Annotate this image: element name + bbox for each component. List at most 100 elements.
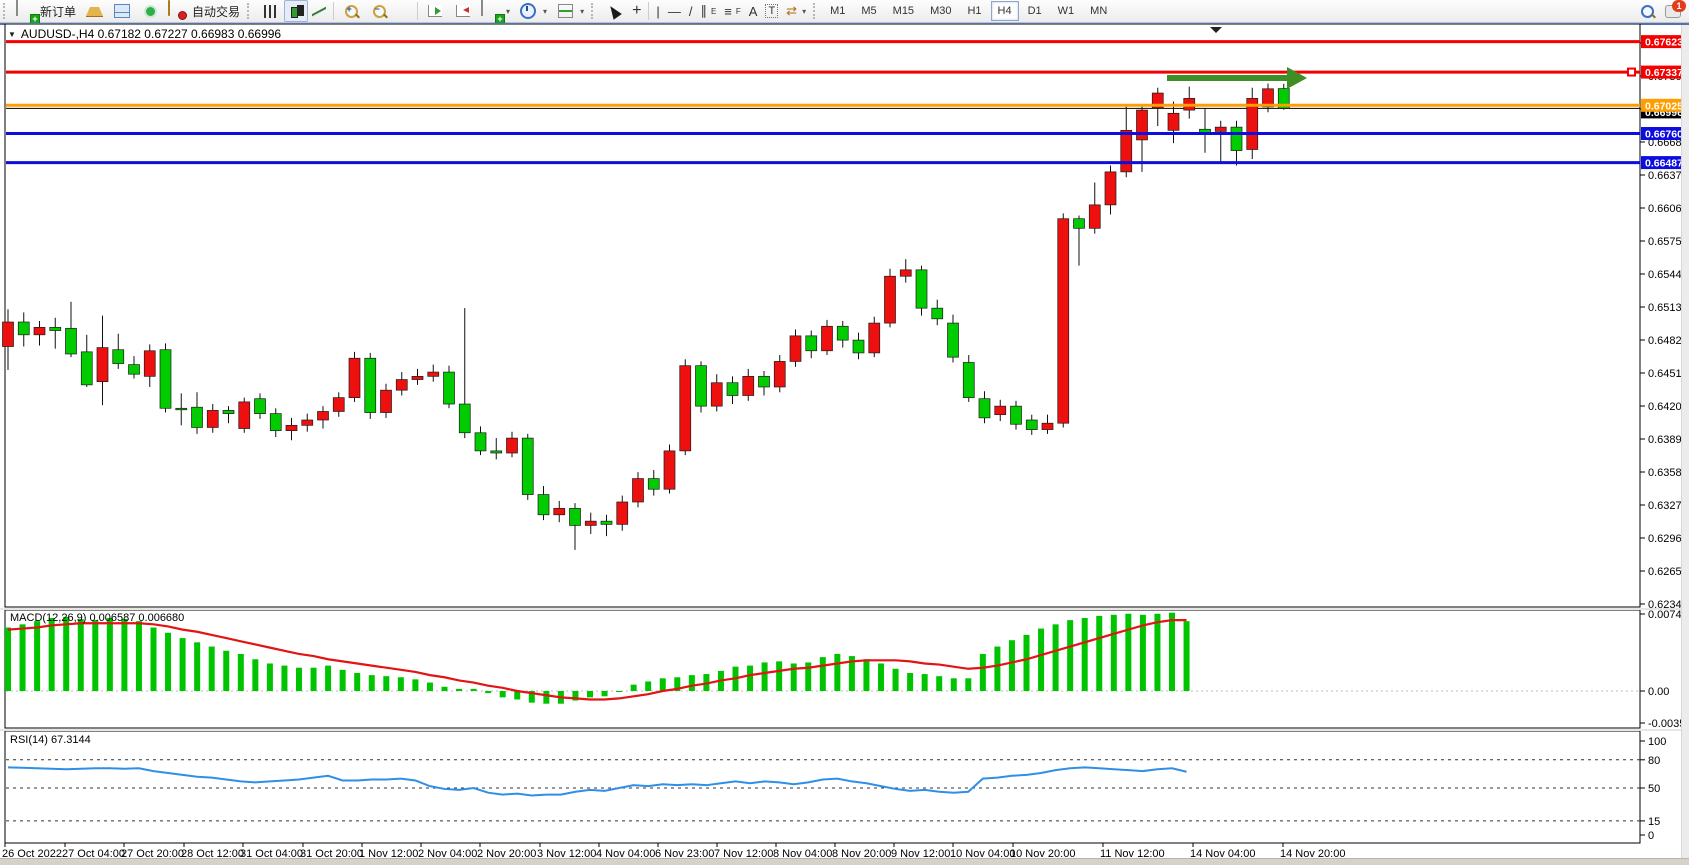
- chart-window-icon: [112, 1, 132, 21]
- bar-chart-button[interactable]: [256, 1, 284, 21]
- price-tick-label: 0.64820: [1648, 335, 1688, 347]
- time-tick-label[interactable]: 1 Nov 12:00: [359, 848, 418, 858]
- timeframe-button-h4[interactable]: H4: [990, 1, 1019, 21]
- text-label-tool-button[interactable]: T: [761, 1, 782, 21]
- chat-icon[interactable]: 1: [1665, 0, 1686, 18]
- time-tick-label[interactable]: 4 Nov 04:00: [596, 848, 655, 858]
- macd-histogram-bar: [907, 673, 914, 691]
- horizontal-line-tool-button[interactable]: —: [664, 1, 685, 21]
- signals-button[interactable]: [136, 1, 164, 21]
- trend-arrow-shaft[interactable]: [1167, 75, 1291, 81]
- time-tick-label[interactable]: 14 Nov 20:00: [1280, 848, 1345, 858]
- time-tick-label[interactable]: 7 Nov 12:00: [714, 848, 773, 858]
- trend-arrow-head[interactable]: [1287, 67, 1307, 89]
- toolbar-grip: [3, 3, 9, 19]
- chart-shift-marker[interactable]: [1210, 27, 1222, 33]
- zoom-out-button[interactable]: −: [365, 1, 393, 21]
- chart-shift-icon: [453, 1, 473, 21]
- candle-body: [143, 350, 156, 377]
- timeframe-button-mn[interactable]: MN: [1090, 5, 1108, 17]
- time-tick-label[interactable]: 31 Oct 04:00: [240, 848, 303, 858]
- fibonacci-tool-button[interactable]: ≡ F: [720, 1, 744, 21]
- time-tick-label[interactable]: 8 Nov 04:00: [773, 848, 832, 858]
- hline-drag-handle[interactable]: [1627, 67, 1636, 77]
- macd-histogram-bar: [368, 675, 375, 691]
- trendline-tool-button[interactable]: /: [685, 1, 697, 21]
- search-icon[interactable]: [1637, 1, 1657, 21]
- time-tick-label[interactable]: 26 Oct 2022: [2, 848, 62, 858]
- macd-tick-label: -0.003551: [1648, 718, 1689, 730]
- main-pane[interactable]: [4, 24, 1641, 608]
- macd-histogram-bar: [165, 632, 172, 691]
- crosshair-tool-button[interactable]: +: [628, 1, 645, 21]
- text-tool-button[interactable]: A: [745, 1, 762, 21]
- window-bottom-edge: [0, 858, 1689, 865]
- candlestick-chart-button[interactable]: [284, 0, 309, 22]
- rsi-pane[interactable]: [4, 730, 1641, 844]
- time-tick-label[interactable]: 31 Oct 20:00: [300, 848, 363, 858]
- timeframe-button-h1[interactable]: H1: [967, 5, 982, 17]
- timeframe-button-m5[interactable]: M5: [861, 5, 877, 17]
- macd-histogram-bar: [92, 620, 99, 691]
- candle-body: [758, 375, 770, 388]
- line-chart-button[interactable]: [308, 1, 330, 21]
- macd-histogram-bar: [48, 617, 55, 691]
- indicators-button[interactable]: ▾: [551, 1, 588, 21]
- pane-separator[interactable]: [0, 608, 1689, 610]
- new-chart-window-button[interactable]: [108, 1, 136, 21]
- candle-body: [537, 494, 550, 516]
- macd-signal-line: [7, 619, 1187, 701]
- time-tick-label[interactable]: 6 Nov 23:00: [655, 848, 714, 858]
- templates-button[interactable]: + ▾: [477, 0, 514, 24]
- chart-shift-button[interactable]: [449, 1, 477, 21]
- price-tick-label: 0.63580: [1648, 467, 1688, 479]
- macd-histogram-bar: [921, 674, 928, 691]
- time-tick-label[interactable]: 11 Nov 12:00: [1100, 848, 1165, 858]
- candle-body: [773, 361, 786, 388]
- time-tick-label[interactable]: 3 Nov 12:00: [537, 848, 596, 858]
- macd-histogram-bar: [878, 663, 884, 691]
- candle-body: [695, 365, 707, 407]
- toolbar-grip: [813, 3, 819, 19]
- time-tick-label[interactable]: 2 Nov 04:00: [418, 848, 477, 858]
- pane-separator[interactable]: [0, 729, 1689, 731]
- macd-histogram-bar: [936, 676, 943, 691]
- macd-histogram-bar: [310, 667, 317, 691]
- macd-histogram-bar: [1125, 613, 1132, 691]
- candle-body: [726, 382, 739, 396]
- timeframe-button-m1[interactable]: M1: [830, 5, 846, 17]
- time-tick-label[interactable]: 28 Oct 12:00: [181, 848, 244, 858]
- cursor-tool-button[interactable]: [600, 1, 628, 21]
- channel-tool-button[interactable]: ∥ E: [696, 1, 720, 21]
- time-tick-label[interactable]: 14 Nov 04:00: [1190, 848, 1255, 858]
- auto-scroll-button[interactable]: [421, 1, 449, 21]
- time-tick-label[interactable]: 27 Oct 20:00: [121, 848, 184, 858]
- time-tick-label[interactable]: 10 Nov 20:00: [1010, 848, 1075, 858]
- macd-histogram-bar: [354, 673, 361, 691]
- timeframe-button-d1[interactable]: D1: [1027, 5, 1042, 17]
- candle-body: [1120, 129, 1133, 173]
- vertical-line-tool-button[interactable]: |: [652, 1, 663, 21]
- price-line-badge-text: 0.66760: [1645, 129, 1683, 141]
- tile-windows-button[interactable]: [393, 1, 414, 21]
- time-tick-label[interactable]: 10 Nov 04:00: [950, 848, 1015, 858]
- chart-canvas[interactable]: 0.676100.673000.669900.666800.663700.660…: [0, 24, 1689, 858]
- time-tick-label[interactable]: 9 Nov 12:00: [891, 848, 950, 858]
- time-tick-label[interactable]: 2 Nov 20:00: [477, 848, 536, 858]
- chart-dropdown-icon[interactable]: ▼: [8, 29, 16, 39]
- macd-histogram-bar: [892, 668, 899, 691]
- macd-histogram-bar: [630, 684, 637, 691]
- time-tick-label[interactable]: 8 Nov 20:00: [832, 848, 891, 858]
- period-button[interactable]: ▾: [514, 1, 551, 21]
- market-watch-button[interactable]: [80, 1, 108, 21]
- zoom-in-button[interactable]: +: [337, 1, 365, 21]
- timeframe-button-m15[interactable]: M15: [892, 5, 915, 17]
- timeframe-button-m30[interactable]: M30: [930, 5, 952, 17]
- new-order-button[interactable]: + 新订单: [12, 0, 80, 24]
- time-tick-label[interactable]: 27 Oct 04:00: [62, 848, 125, 858]
- timeframe-button-w1[interactable]: W1: [1057, 5, 1075, 17]
- auto-trading-button[interactable]: 自动交易: [164, 0, 244, 21]
- candle-body: [616, 501, 629, 525]
- candle-body: [364, 357, 377, 413]
- arrows-tool-button[interactable]: ⇄ ▾: [786, 3, 807, 18]
